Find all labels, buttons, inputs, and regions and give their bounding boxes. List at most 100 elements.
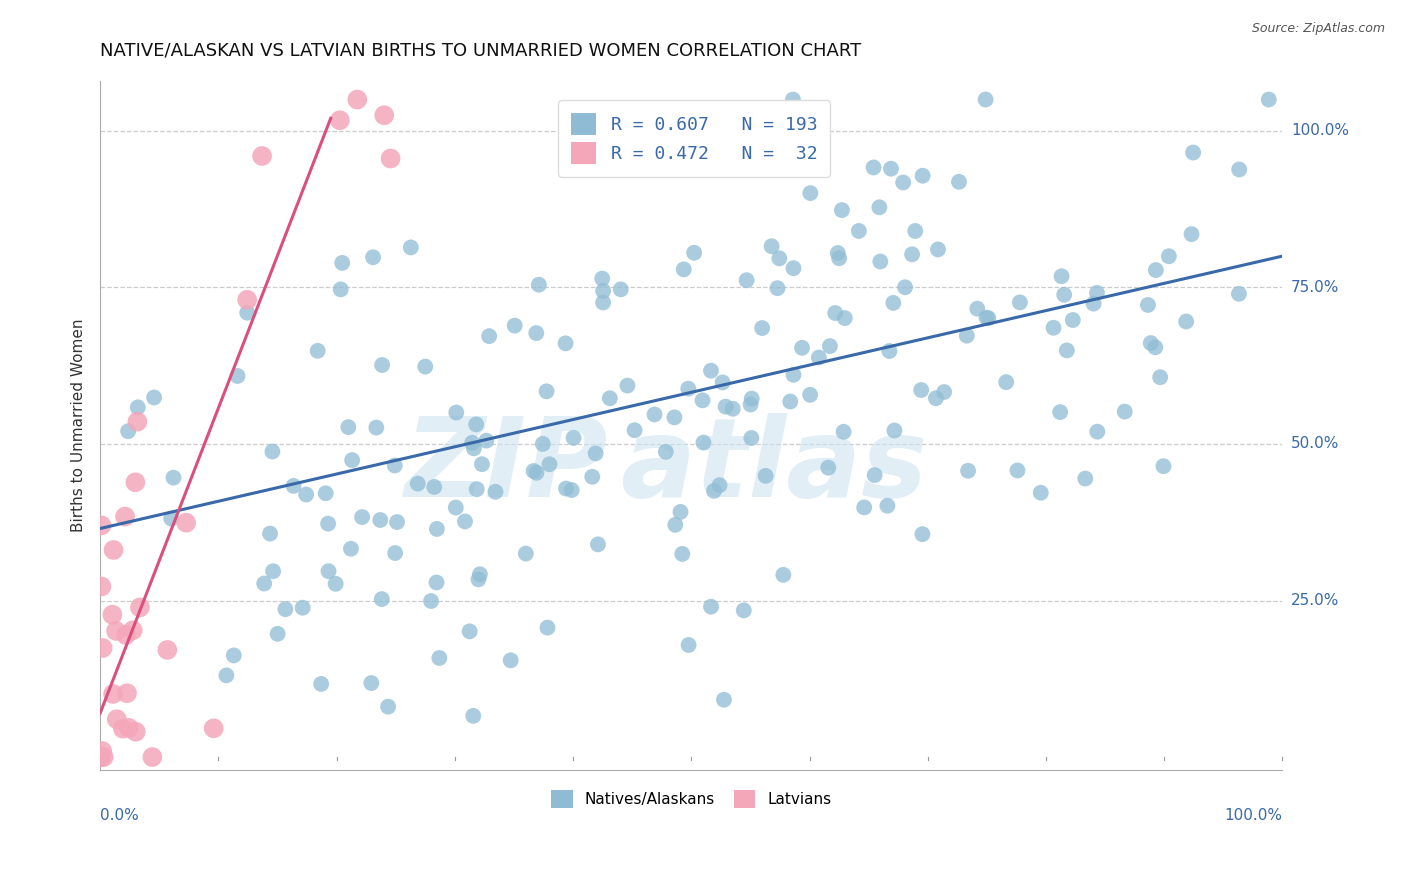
Point xyxy=(93,750,115,764)
Point xyxy=(385,515,408,529)
Point xyxy=(581,470,603,484)
Point xyxy=(325,576,347,591)
Point xyxy=(1227,162,1250,177)
Text: 100.0%: 100.0% xyxy=(1225,808,1282,823)
Point xyxy=(1180,227,1202,241)
Point xyxy=(761,239,783,253)
Point xyxy=(121,624,143,638)
Point xyxy=(101,687,124,701)
Point xyxy=(458,624,481,639)
Point xyxy=(1008,295,1031,310)
Point xyxy=(1074,471,1097,485)
Point xyxy=(585,446,607,460)
Point xyxy=(956,328,979,343)
Point xyxy=(644,408,666,422)
Point xyxy=(610,282,633,296)
Point xyxy=(669,505,692,519)
Point xyxy=(782,261,804,276)
Point xyxy=(538,457,561,471)
Point xyxy=(309,677,332,691)
Point xyxy=(853,500,876,515)
Point xyxy=(423,480,446,494)
Point xyxy=(174,516,197,530)
Point xyxy=(591,271,613,285)
Point xyxy=(295,487,318,501)
Point xyxy=(671,547,693,561)
Point xyxy=(1182,145,1205,160)
Point xyxy=(156,643,179,657)
Point xyxy=(1153,459,1175,474)
Point xyxy=(599,391,621,405)
Point xyxy=(831,203,853,218)
Point xyxy=(329,282,352,296)
Point xyxy=(527,277,550,292)
Point xyxy=(250,149,273,163)
Point xyxy=(236,306,259,320)
Point xyxy=(413,359,436,374)
Point xyxy=(446,405,468,419)
Point xyxy=(484,484,506,499)
Point xyxy=(90,579,112,593)
Point xyxy=(330,256,353,270)
Point xyxy=(371,358,394,372)
Point xyxy=(692,393,714,408)
Point xyxy=(623,423,645,437)
Point xyxy=(868,200,890,214)
Point xyxy=(307,343,329,358)
Point xyxy=(664,410,686,425)
Point xyxy=(592,295,614,310)
Point xyxy=(253,576,276,591)
Point xyxy=(105,624,128,638)
Point xyxy=(115,628,138,642)
Point xyxy=(1053,287,1076,301)
Point xyxy=(1149,370,1171,384)
Point xyxy=(373,108,395,122)
Point xyxy=(368,513,391,527)
Point xyxy=(678,638,700,652)
Point xyxy=(202,721,225,735)
Point xyxy=(586,537,609,551)
Point xyxy=(371,592,394,607)
Point xyxy=(883,424,905,438)
Point xyxy=(115,686,138,700)
Text: ZIP: ZIP xyxy=(405,413,609,520)
Point xyxy=(995,375,1018,389)
Point xyxy=(127,401,149,415)
Point xyxy=(703,483,725,498)
Point xyxy=(274,602,297,616)
Point xyxy=(869,254,891,268)
Point xyxy=(848,224,870,238)
Point xyxy=(536,384,558,399)
Point xyxy=(911,527,934,541)
Point xyxy=(90,518,112,533)
Point xyxy=(664,517,686,532)
Point xyxy=(111,722,134,736)
Legend: Natives/Alaskans, Latvians: Natives/Alaskans, Latvians xyxy=(546,784,838,814)
Point xyxy=(1227,286,1250,301)
Point xyxy=(713,692,735,706)
Point xyxy=(700,599,723,614)
Point xyxy=(948,175,970,189)
Point xyxy=(1042,320,1064,334)
Point xyxy=(1175,314,1198,328)
Point xyxy=(807,351,830,365)
Point xyxy=(316,516,339,531)
Point xyxy=(834,311,856,326)
Point xyxy=(291,600,314,615)
Point xyxy=(1056,343,1078,358)
Point xyxy=(555,482,578,496)
Point xyxy=(91,744,114,758)
Point xyxy=(1007,463,1029,477)
Point xyxy=(465,417,488,432)
Point xyxy=(114,509,136,524)
Point xyxy=(894,280,917,294)
Point xyxy=(129,600,152,615)
Point xyxy=(655,444,678,458)
Point xyxy=(125,724,148,739)
Point xyxy=(118,721,141,735)
Point xyxy=(117,424,139,438)
Point xyxy=(832,425,855,439)
Point xyxy=(380,152,402,166)
Point xyxy=(1114,404,1136,418)
Point xyxy=(977,311,1000,326)
